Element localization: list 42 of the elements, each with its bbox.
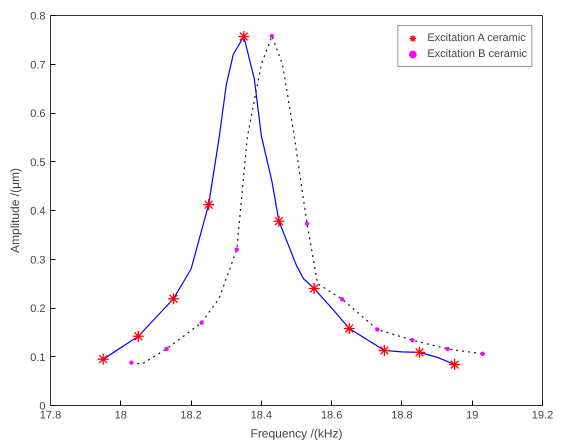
point (343, 322, 356, 335)
point (234, 247, 239, 252)
y-tick-label: 0.4 (30, 206, 46, 218)
legend-label: Excitation B ceramic (427, 47, 527, 62)
x-tick-label: 17.8 (40, 410, 62, 422)
point (445, 346, 450, 352)
point (378, 344, 391, 357)
point (480, 352, 485, 356)
point (413, 346, 426, 359)
x-tick-label: 19 (466, 410, 478, 422)
point (167, 292, 180, 305)
point (129, 360, 134, 365)
y-tick-label: 0.5 (30, 156, 46, 169)
x-tick-label: 18.6 (320, 410, 342, 422)
y-tick-label: 0.2 (30, 303, 46, 315)
point (308, 282, 320, 295)
point (97, 353, 110, 366)
y-axis-title: Amplitude /(μm) (8, 168, 22, 253)
point (304, 222, 310, 226)
x-axis-title: Frequency /(kHz) (250, 426, 343, 440)
point (238, 30, 250, 43)
point (270, 34, 274, 38)
x-tick-label: 18 (114, 410, 127, 422)
x-tick-label: 19.2 (532, 410, 554, 422)
x-tick-label: 18.4 (250, 410, 272, 422)
point (199, 320, 204, 325)
y-tick-label: 0.1 (30, 352, 46, 364)
y-tick-label: 0.3 (30, 254, 46, 266)
y-tick-label: 0.8 (30, 10, 46, 22)
x-tick-label: 18.2 (180, 410, 202, 422)
point (164, 346, 169, 352)
point (410, 338, 415, 342)
point (340, 297, 344, 302)
point (132, 330, 145, 342)
point (272, 215, 286, 228)
point (375, 327, 380, 332)
legend-label: Excitation A ceramic (427, 31, 526, 46)
y-tick-label: 0.7 (30, 59, 46, 72)
point (202, 198, 215, 211)
y-tick-label: 0.6 (30, 108, 46, 120)
point (448, 358, 461, 371)
x-tick-label: 18.8 (391, 410, 413, 422)
